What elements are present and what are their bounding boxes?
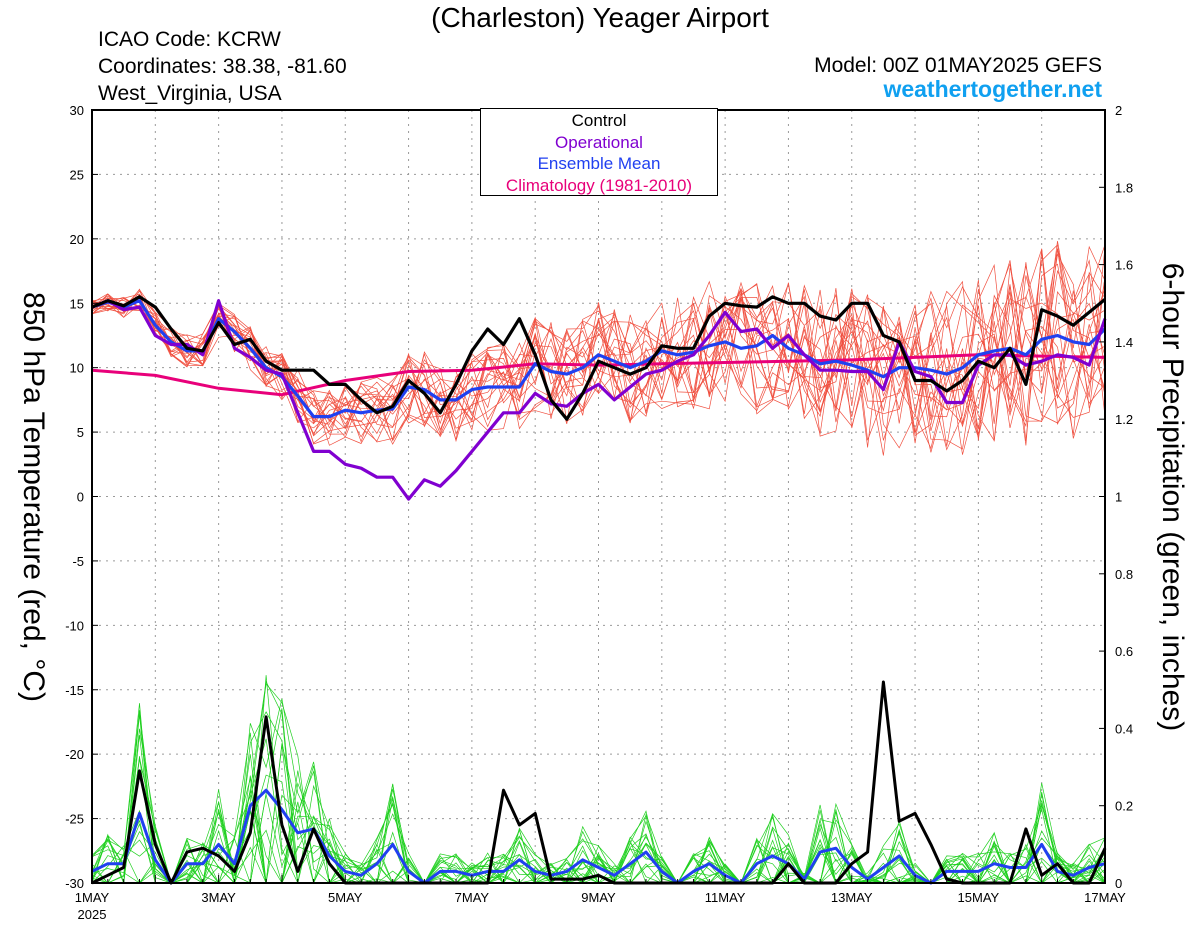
x-tick-label: 9MAY <box>581 890 616 905</box>
legend-control: Control <box>571 111 627 130</box>
y2-tick-label: 1.2 <box>1115 412 1133 427</box>
climatology-line <box>91 353 1106 397</box>
coordinates: Coordinates: 38.38, -81.60 <box>98 55 347 78</box>
y2-tick-label: 0.2 <box>1115 799 1133 814</box>
y-tick-label: 0 <box>77 490 84 505</box>
y2-tick-label: 1 <box>1115 490 1122 505</box>
y-tick-label: 15 <box>70 296 84 311</box>
icao-code: ICAO Code: KCRW <box>98 28 281 51</box>
y-axis-label: 850 hPa Temperature (red, °C) <box>17 292 50 702</box>
temp-member-line <box>91 240 1106 455</box>
temp-member-line <box>91 263 1106 450</box>
x-tick-label: 7MAY <box>455 890 490 905</box>
station-info: ICAO Code: KCRW Coordinates: 38.38, -81.… <box>98 26 347 107</box>
temp-ensemble-mean-line <box>91 299 1107 419</box>
y2-tick-label: 0.4 <box>1115 721 1133 736</box>
axis-ticks: 302520151050-5-10-15-20-25-3021.81.61.41… <box>65 103 1133 922</box>
y-tick-label: -10 <box>65 618 84 633</box>
ensemble-members <box>91 240 1106 885</box>
y2-tick-label: 0 <box>1115 876 1122 891</box>
temp-member-line <box>92 248 1106 446</box>
y2-tick-label: 1.4 <box>1115 335 1133 350</box>
y-tick-label: -20 <box>65 747 84 762</box>
legend-operational: Operational <box>555 132 643 152</box>
legend: Control Operational Ensemble Mean Climat… <box>480 108 718 196</box>
y2-tick-label: 1.8 <box>1115 180 1133 195</box>
temp-member-line <box>91 286 1106 430</box>
legend-climatology: Climatology (1981-2010) <box>505 175 693 195</box>
site-watermark: weathertogether.net <box>883 76 1102 102</box>
x-tick-label: 1MAY <box>75 890 110 905</box>
y-tick-label: 30 <box>70 103 84 118</box>
temp-control-line <box>91 295 1107 421</box>
legend-ensemble-mean: Ensemble Mean <box>537 154 661 173</box>
y-tick-label: -30 <box>65 876 84 891</box>
y-tick-label: -15 <box>65 683 84 698</box>
region: West_Virginia, USA <box>98 82 282 105</box>
y-tick-label: -25 <box>65 812 84 827</box>
chart-title: (Charleston) Yeager Airport <box>431 2 769 33</box>
y-tick-label: 20 <box>70 232 84 247</box>
y-tick-label: 10 <box>70 361 84 376</box>
y-tick-label: -5 <box>72 554 84 569</box>
y2-tick-label: 0.6 <box>1115 644 1133 659</box>
x-tick-label: 3MAY <box>201 890 236 905</box>
x-tick-label: 15MAY <box>958 890 1000 905</box>
precip-member-line <box>91 732 1106 885</box>
y2-axis-label: 6-hour Precipitation (green, inches) <box>1156 262 1189 732</box>
x-year-label: 2025 <box>78 907 107 922</box>
temp-member-line <box>91 248 1106 453</box>
y-tick-label: 5 <box>77 425 84 440</box>
model-run: Model: 00Z 01MAY2025 GEFS <box>814 54 1102 77</box>
x-tick-label: 13MAY <box>831 890 873 905</box>
x-tick-label: 5MAY <box>328 890 363 905</box>
grid-lines <box>92 110 1105 883</box>
x-tick-label: 17MAY <box>1084 890 1126 905</box>
y2-tick-label: 0.8 <box>1115 567 1133 582</box>
y2-tick-label: 1.6 <box>1115 258 1133 273</box>
precip-ensemble-mean-line <box>91 788 1106 885</box>
y-tick-label: 25 <box>70 167 84 182</box>
y2-tick-label: 2 <box>1115 103 1122 118</box>
x-tick-label: 11MAY <box>705 890 746 905</box>
precip-member-line <box>92 754 1106 885</box>
